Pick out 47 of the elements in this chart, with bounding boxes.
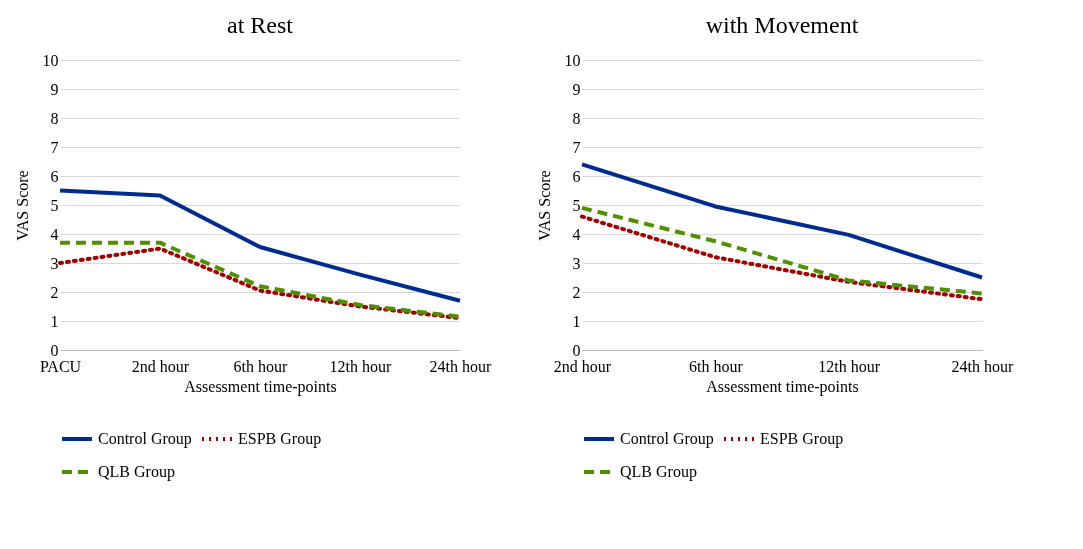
chart-title: with Movement	[705, 12, 859, 38]
y-tick-label: 7	[50, 138, 59, 156]
y-tick-label: 2	[572, 283, 581, 301]
legend-label: ESPB Group	[238, 430, 322, 448]
y-axis-title: VAS Score	[13, 170, 31, 241]
y-tick-label: 5	[50, 196, 59, 214]
legend-label: Control Group	[620, 430, 714, 448]
x-tick-label: 6th hour	[233, 357, 289, 375]
x-axis-title: Assessment time-points	[706, 377, 859, 396]
y-tick-label: 3	[572, 254, 581, 272]
x-tick-label: 2nd hour	[553, 357, 612, 375]
y-tick-label: 6	[572, 167, 581, 185]
y-tick-label: 3	[50, 254, 59, 272]
y-axis-title: VAS Score	[535, 170, 553, 241]
line-series	[580, 205, 984, 296]
y-tick-label: 10	[564, 51, 581, 69]
y-tick-label: 1	[572, 312, 581, 330]
y-tick-label: 5	[572, 196, 581, 214]
legend-label: QLB Group	[98, 463, 175, 481]
y-tick-label: 9	[572, 80, 581, 98]
legend-label: Control Group	[98, 430, 192, 448]
y-tick-label: 0	[572, 341, 581, 359]
x-axis-title: Assessment time-points	[184, 377, 337, 396]
x-tick-label: PACU	[39, 357, 82, 375]
line-series	[580, 162, 984, 280]
y-tick-label: 9	[50, 80, 59, 98]
y-tick-label: 7	[572, 138, 581, 156]
line-series	[58, 188, 462, 303]
line-series	[580, 214, 984, 302]
y-tick-label: 4	[572, 225, 581, 243]
x-tick-label: 12th hour	[818, 357, 881, 375]
x-tick-label: 24th hour	[429, 357, 493, 375]
x-tick-label: 12th hour	[329, 357, 393, 375]
y-tick-label: 0	[50, 341, 59, 359]
x-tick-label: 6th hour	[688, 357, 744, 375]
y-tick-label: 4	[50, 225, 59, 243]
legend-label: ESPB Group	[760, 430, 844, 448]
y-tick-label: 6	[50, 167, 59, 185]
y-tick-label: 8	[50, 109, 59, 127]
y-tick-label: 1	[50, 312, 59, 330]
y-tick-label: 2	[50, 283, 59, 301]
chart-title: at Rest	[227, 12, 294, 38]
y-tick-label: 8	[572, 109, 581, 127]
y-tick-label: 10	[42, 51, 59, 69]
x-tick-label: 2nd hour	[131, 357, 190, 375]
legend-label: QLB Group	[620, 463, 697, 481]
x-tick-label: 24th hour	[951, 357, 1015, 375]
